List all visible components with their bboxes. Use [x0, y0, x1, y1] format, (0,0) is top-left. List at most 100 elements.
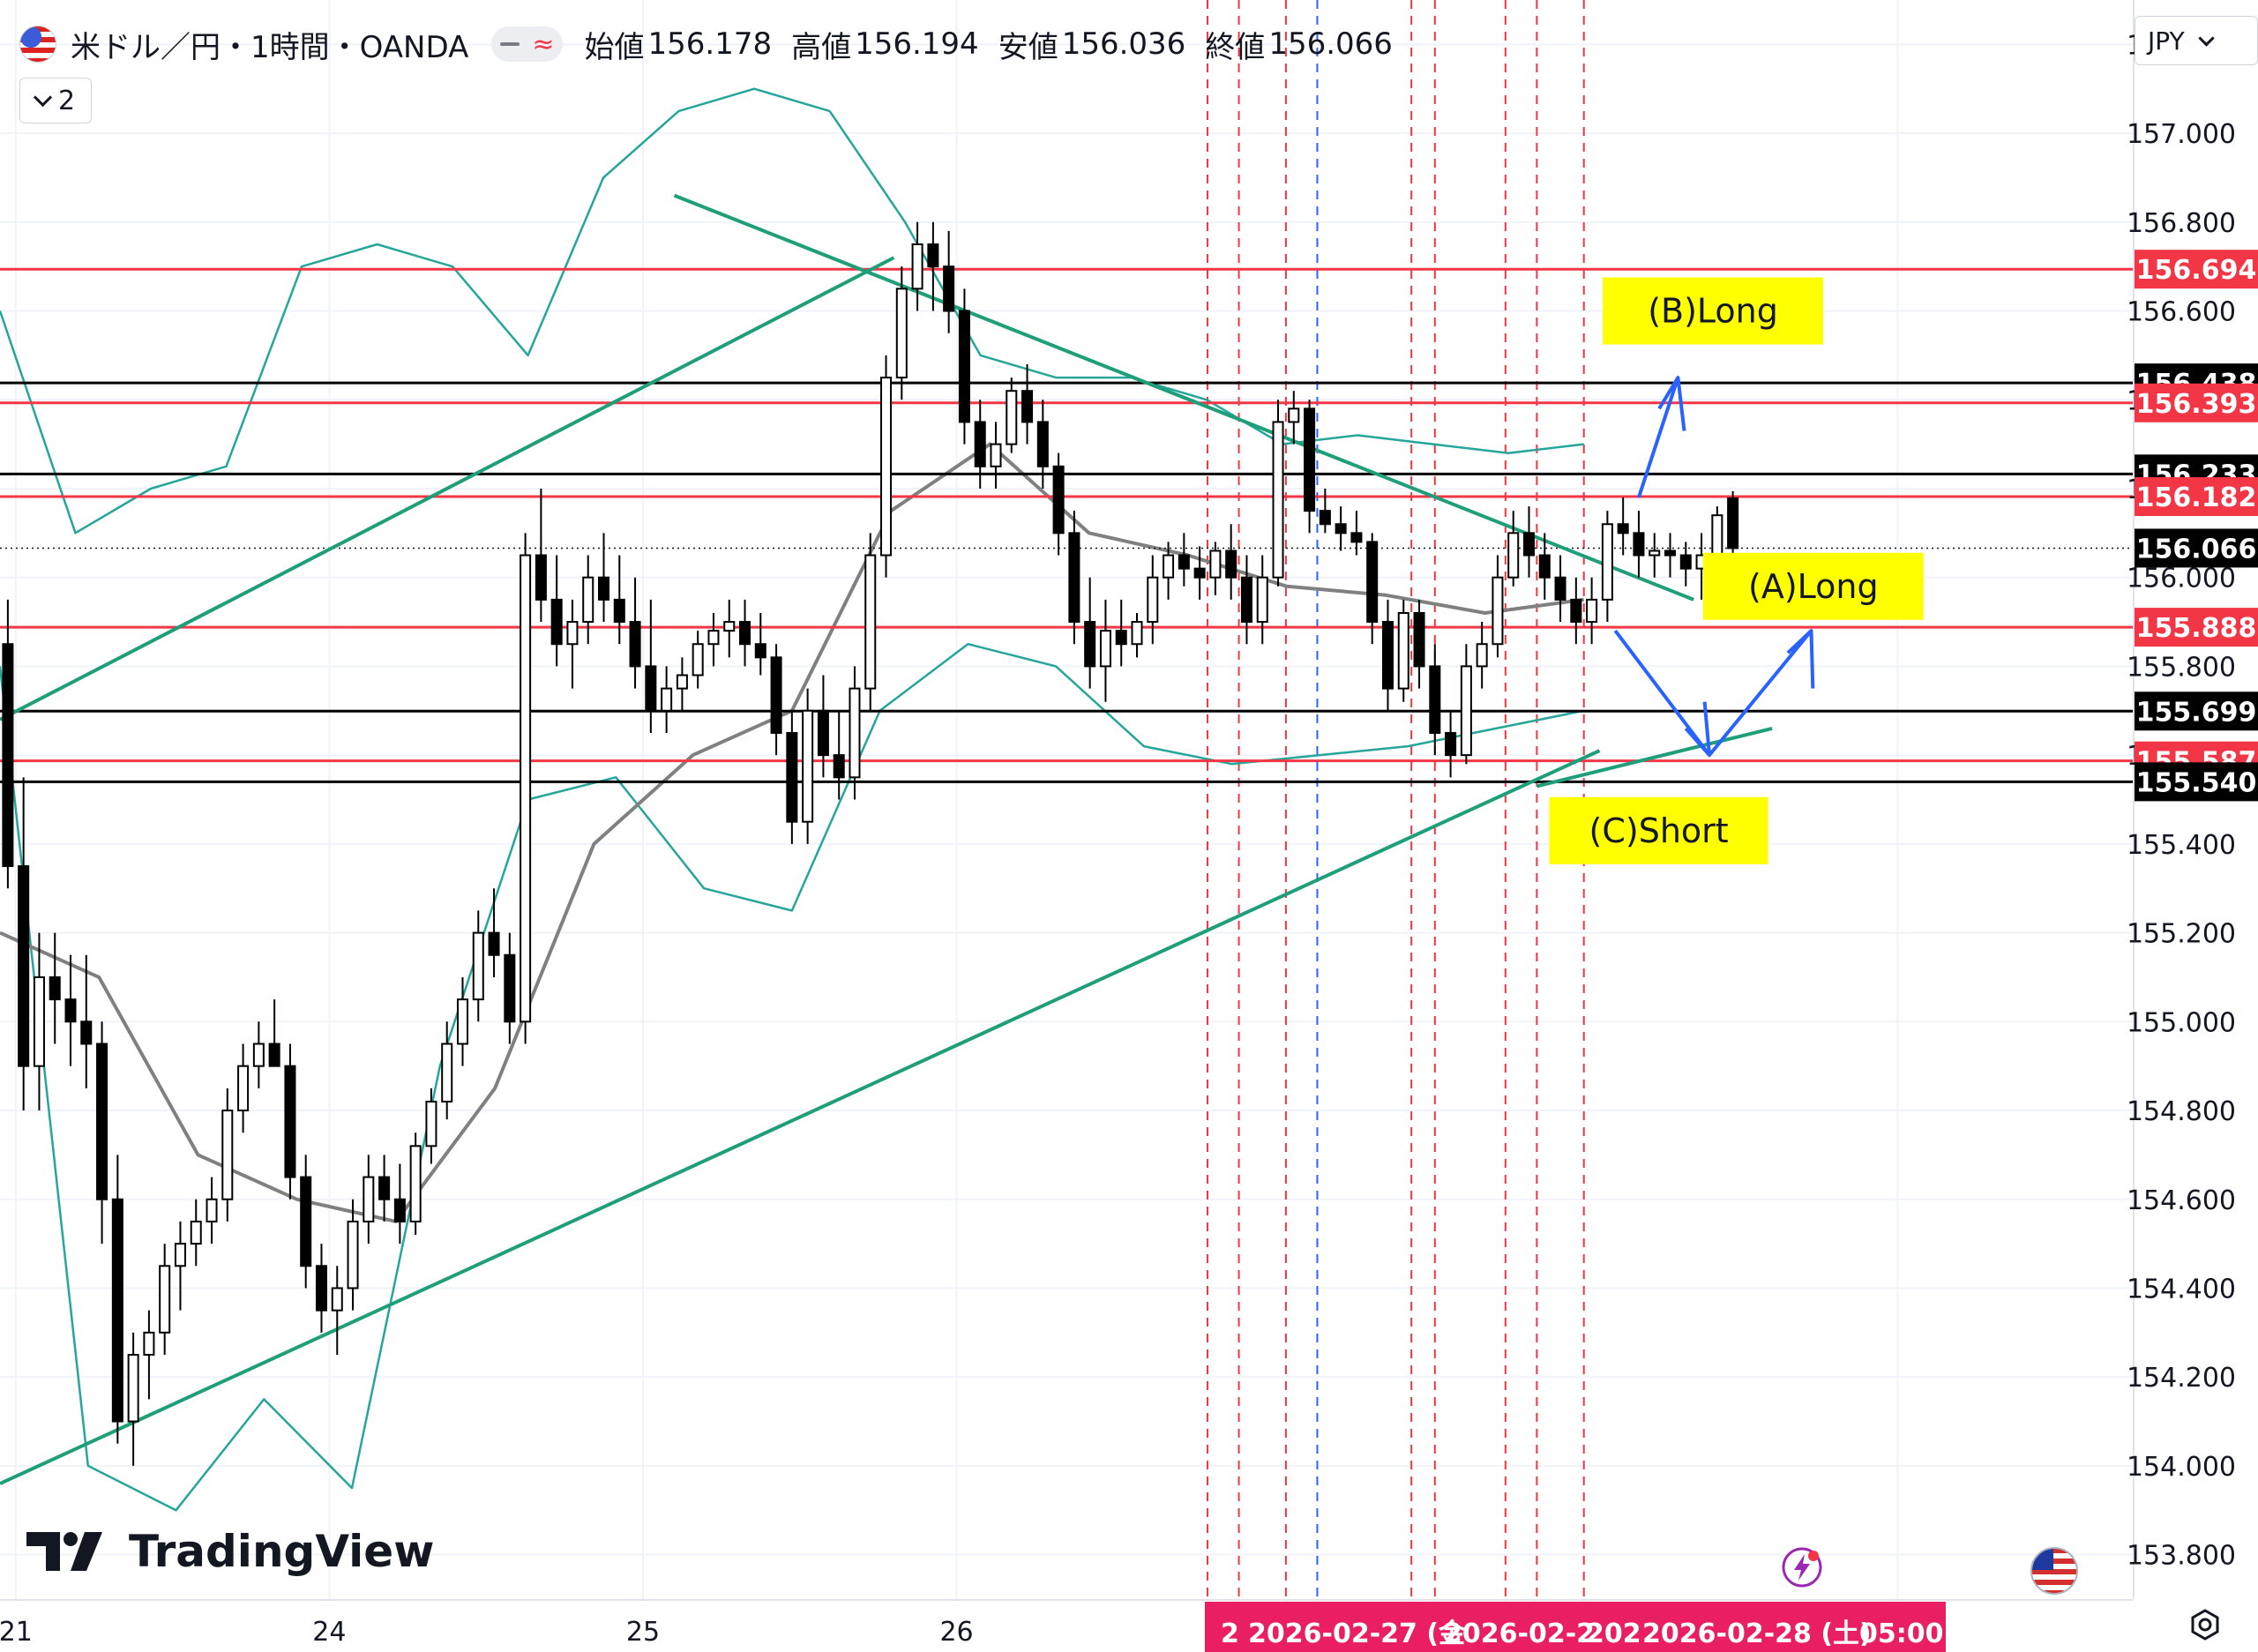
candle-body [911, 243, 923, 290]
candle-body [252, 1043, 265, 1067]
price-tick: 154.600 [2127, 1185, 2236, 1216]
currency-label: JPY [2148, 26, 2185, 56]
annotation-label: (C)Short [1589, 811, 1729, 850]
ohlc-low-label: 安値 [998, 29, 1058, 65]
candle-body [802, 709, 814, 823]
price-tag [2135, 250, 2258, 289]
approx-icon: ≈ [532, 28, 555, 60]
price-tick: 155.000 [2127, 1007, 2236, 1038]
candles [2, 221, 1739, 1466]
price-axis[interactable]: 157.200157.000156.800156.600156.400156.2… [2127, 0, 2258, 1652]
price-tick: 154.800 [2127, 1096, 2236, 1127]
ohlc-close-value: 156.066 [1268, 26, 1393, 62]
candle-body [331, 1287, 343, 1312]
annotations: (B)Long (A)Long (C)Short [1549, 277, 1924, 864]
currency-selector[interactable]: JPY [2135, 16, 2258, 65]
price-tag-label: 156.182 [2136, 482, 2257, 513]
bollinger-upper [0, 87, 1584, 534]
candle-body [80, 1020, 93, 1045]
indicator-toggle[interactable]: ≈ [491, 26, 564, 62]
annotation-label: (A)Long [1748, 567, 1879, 606]
candle-body [1084, 621, 1096, 668]
candle-body [143, 1331, 155, 1357]
price-tag [2135, 477, 2258, 517]
candle-body [880, 377, 893, 557]
candle-body [363, 1176, 375, 1222]
candle-body [174, 1243, 186, 1267]
candle-body [1679, 554, 1692, 570]
price-tag-label: 155.540 [2136, 767, 2257, 798]
price-tick: 156.800 [2127, 208, 2236, 239]
candle-body [692, 643, 704, 676]
indicators-collapse-button[interactable]: 2 [19, 78, 92, 123]
price-tick: 154.000 [2127, 1452, 2236, 1483]
candle-body [849, 687, 861, 779]
price-tag-label: 155.888 [2136, 613, 2257, 644]
candle-body [1115, 630, 1127, 646]
ohlc-high-label: 高値 [791, 29, 852, 65]
annotation-label: (B)Long [1648, 292, 1778, 331]
price-tick: 157.000 [2127, 119, 2236, 150]
candle-body [441, 1043, 453, 1103]
candle-body [284, 1065, 296, 1178]
grid-lines [0, 0, 2133, 1599]
candle-body [96, 1043, 108, 1200]
candle-body [613, 598, 625, 624]
crosshair-date-label: 202 [1586, 1618, 1641, 1649]
candle-body [1586, 598, 1598, 624]
candle-body [111, 1198, 123, 1423]
candle-body [582, 576, 594, 624]
candle-body [520, 554, 532, 1023]
candle-body [49, 976, 61, 1001]
candle-body [676, 674, 688, 690]
annotation-box [1702, 552, 1924, 620]
price-tag-label: 156.694 [2136, 255, 2257, 286]
crosshair-date-bar [1205, 1602, 1946, 1652]
crosshair-date-label: 2026-02-28 (土) [1642, 1618, 1872, 1649]
arrow-a-long-head-up [1786, 629, 1815, 689]
candle-body [817, 709, 829, 757]
candle-body [456, 998, 469, 1045]
candle-body [1492, 576, 1504, 646]
candle-body [1240, 576, 1252, 624]
arrow-b-long [1636, 377, 1680, 498]
chevron-down-icon [33, 87, 53, 107]
candle-body [1460, 665, 1472, 757]
candle-body [927, 243, 939, 268]
candle-body [472, 931, 484, 1001]
price-tag [2135, 383, 2258, 422]
candle-body [629, 621, 641, 668]
price-tick: 156.000 [2127, 564, 2236, 594]
candle-body [1711, 514, 1723, 557]
minus-icon [500, 42, 520, 46]
crosshair-date-label: 2026-02-2 [1444, 1618, 1595, 1649]
settings-gear-icon[interactable] [2186, 1607, 2224, 1646]
candle-body [739, 621, 751, 646]
price-tag-label: 156.393 [2136, 389, 2257, 420]
symbol-title[interactable]: 米ドル／円・1時間・OANDA [71, 29, 469, 65]
candle-body [1381, 621, 1394, 690]
candle-body [1256, 576, 1268, 624]
arrow-b-long-head [1657, 376, 1686, 431]
price-tick: 156.600 [2127, 297, 2236, 328]
candle-body [1476, 643, 1488, 668]
candle-body [425, 1100, 437, 1147]
us-flag-icon[interactable] [2029, 1545, 2080, 1596]
candle-body [566, 621, 579, 646]
trendline-support-extension [1536, 726, 1773, 789]
candle-body [1131, 621, 1143, 646]
candle-body [1538, 554, 1551, 579]
ohlc-low-value: 156.036 [1061, 26, 1186, 62]
candle-body [661, 687, 673, 712]
lightning-icon[interactable] [1780, 1545, 1824, 1589]
price-tick: 154.200 [2127, 1363, 2236, 1394]
candle-body [597, 576, 610, 601]
candle-body [127, 1354, 139, 1423]
candle-body [1193, 567, 1206, 579]
arrow-a-long-head-down [1684, 701, 1711, 758]
time-axis[interactable]: 21242526322026-02-27 (金2026-02-22022026-… [0, 1599, 2133, 1652]
ohlc-high-value: 156.194 [855, 26, 979, 62]
ohlc-open-value: 156.178 [647, 26, 773, 62]
candle-body [1649, 549, 1661, 557]
